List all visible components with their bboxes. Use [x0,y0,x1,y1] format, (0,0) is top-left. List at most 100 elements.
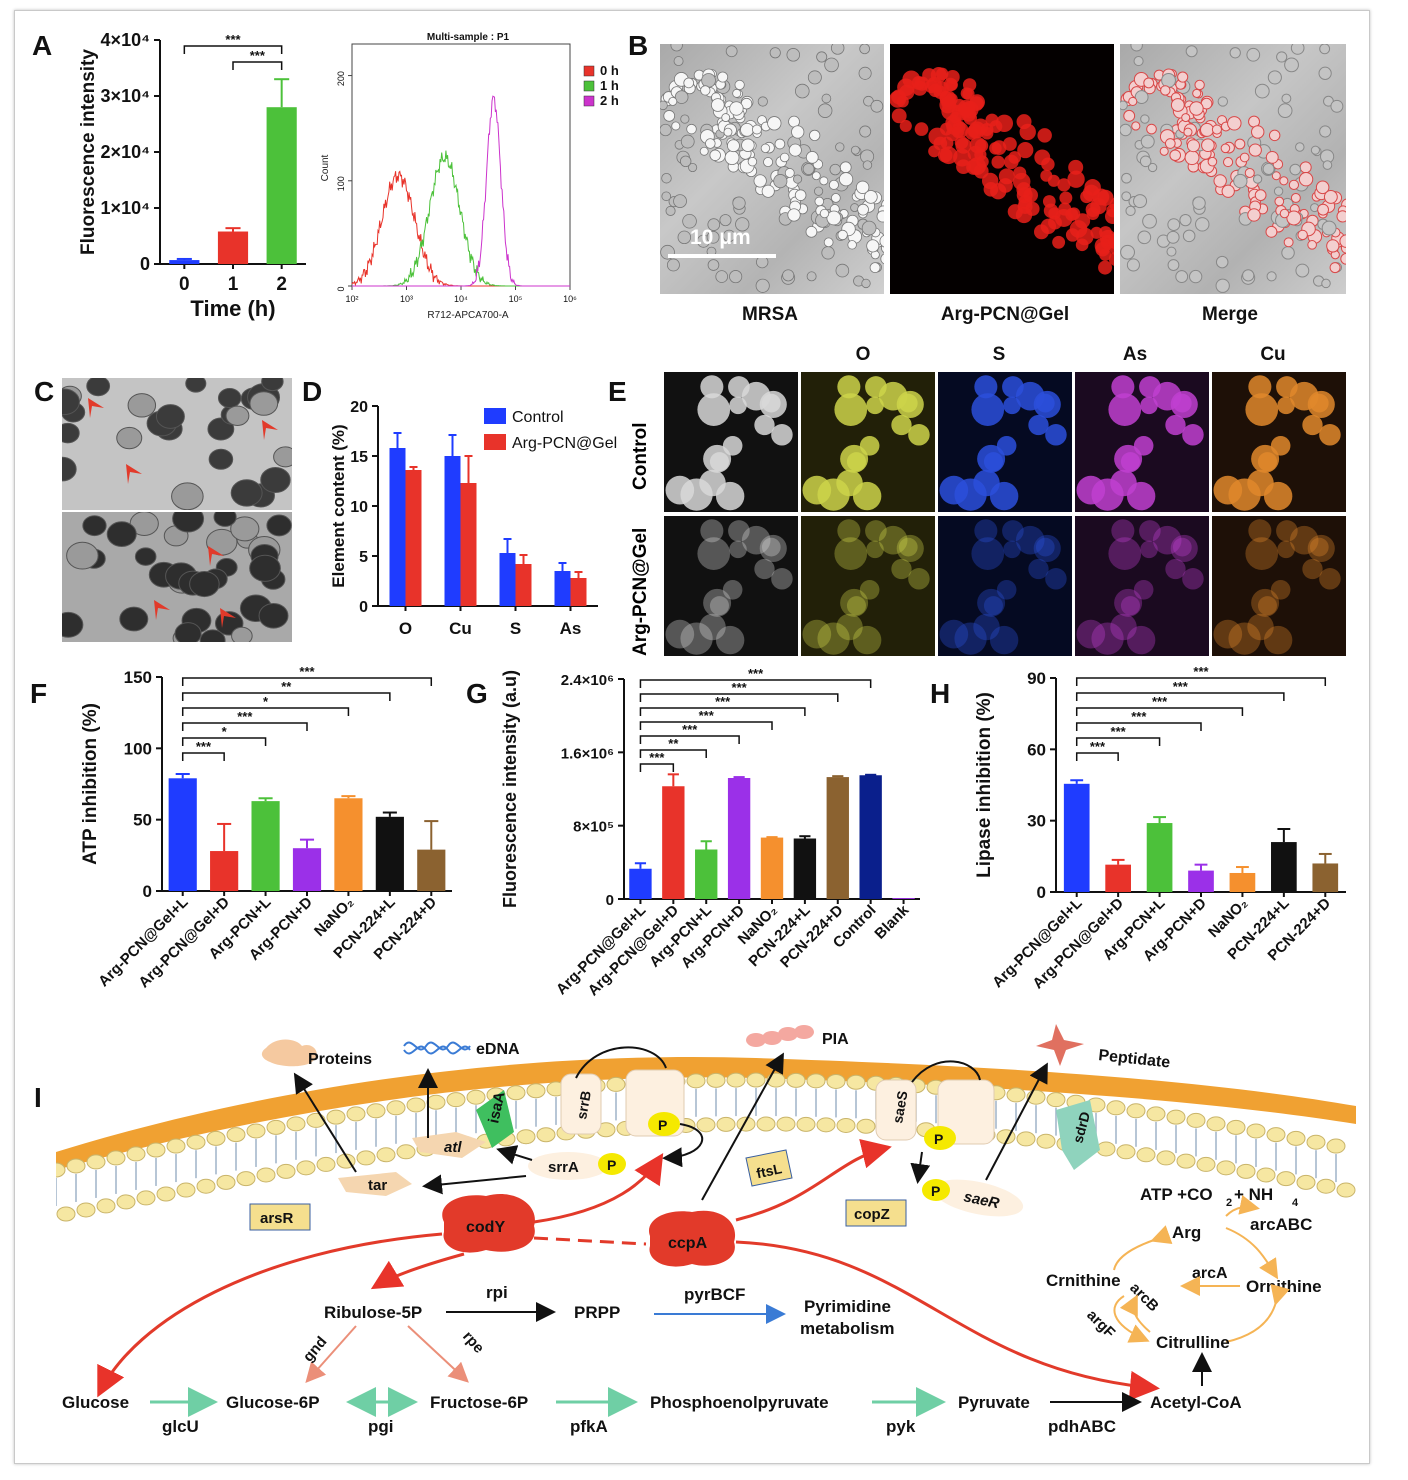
category-label: Blank [871,901,912,942]
ftsL-box [745,1149,793,1187]
bacterium [707,259,720,271]
merged-cell [1181,113,1191,123]
cell-signal [1263,625,1293,655]
merged-cell [1215,255,1229,269]
lipid-head-inner [1216,1160,1236,1176]
cell-signal [754,414,775,436]
cell-signal [729,396,747,415]
merged-cell [1189,269,1203,284]
lipid-head-outer [846,1074,866,1090]
bacterium [838,172,854,187]
scale-bar-label: 10 μm [690,226,751,249]
y-tick-label: 60 [1027,740,1046,759]
y-tick-label: 30 [1027,812,1046,831]
cell-signal [908,424,930,446]
label-fructose-6p: Fructose-6P [430,1393,528,1412]
bacterium [767,116,782,131]
bacterium [880,253,884,265]
cell-signal [1277,540,1295,559]
cell-signal [1111,375,1135,399]
lipid-head-inner [836,1117,856,1133]
cell-signal [1002,520,1024,542]
cell-signal [715,625,745,655]
cell-signal [859,580,880,600]
bar [169,260,200,264]
x-tick-label: 10⁶ [563,294,577,304]
bacterium [711,98,725,112]
significance-label: *** [699,708,715,723]
merged-cell [1315,180,1330,195]
cell-signal [896,534,924,563]
micrograph-mrsa [660,44,884,294]
cell-signal [1003,540,1021,559]
category-label: S [510,619,521,638]
cell-signal [898,537,918,557]
significance-label: *** [649,750,665,765]
cell-signal [1182,424,1204,446]
cell-signal [697,537,731,570]
cell-signal [891,558,912,580]
bacterium [719,214,732,227]
lipid-head-outer [506,1085,526,1101]
merged-cell [1182,229,1196,243]
cell-signal [1133,436,1154,456]
column-o: O [855,344,871,365]
fluorescent-cell [896,95,909,108]
merged-cell [1254,189,1267,202]
lipid-head-outer [56,1162,66,1178]
cell-signal [1309,537,1329,557]
merged-cell [1289,163,1302,176]
bacterium [839,161,852,174]
cell-signal [866,540,884,559]
cell-signal [771,568,793,590]
cell-signal [983,596,1003,616]
merged-cell [1128,96,1138,107]
bacterium-section [185,378,207,393]
fluorescent-cell [930,67,947,83]
category-label: 2 [276,274,287,295]
panel-label-d: D [302,376,323,407]
merged-cell [1125,205,1136,217]
significance-bracket [1075,752,1119,761]
isaA-protein [476,1090,514,1148]
label-ribulose: Ribulose-5P [324,1303,422,1322]
phosphate-saeR [922,1179,950,1201]
merged-cell [1159,146,1169,156]
bacterium [811,171,821,181]
bacterium [830,44,845,55]
bacterium [857,203,869,216]
tem-image-control [62,378,292,510]
merged-cell [1201,138,1215,153]
y-tick-label: 0 [359,599,368,616]
bacterium [729,270,743,284]
bacterium [673,194,687,209]
x-tick-label: 10² [345,294,358,304]
y-tick-label: 8×10⁵ [573,819,614,836]
merged-cell [1290,192,1301,203]
fluorescent-cell [968,121,986,139]
legend-swatch [583,65,595,77]
significance-bracket [181,722,308,731]
cell-signal [1245,393,1279,426]
bar [499,553,516,606]
significance-bracket [1075,722,1202,731]
bacterium [809,129,821,142]
cell-signal [1165,558,1186,580]
merged-cell [1186,139,1200,153]
arrowhead-marker [154,600,170,620]
merged-cell [1233,173,1248,189]
cell-signal [771,424,793,446]
merged-cell [1183,127,1193,137]
label-p3: P [934,1131,943,1147]
bacterium [802,163,815,175]
label-tar: tar [368,1177,387,1194]
y-axis-label: Fluorescence intensity [78,49,99,255]
bacterium [786,48,801,62]
bacterium [870,99,884,113]
phosphate-saeS [924,1126,956,1150]
lipid-head-outer [1306,1134,1326,1150]
caption-mrsa: MRSA [742,304,798,325]
cell-signal [996,580,1017,600]
histogram-series-1-h [352,150,570,287]
fluorescent-cell [1104,208,1114,225]
